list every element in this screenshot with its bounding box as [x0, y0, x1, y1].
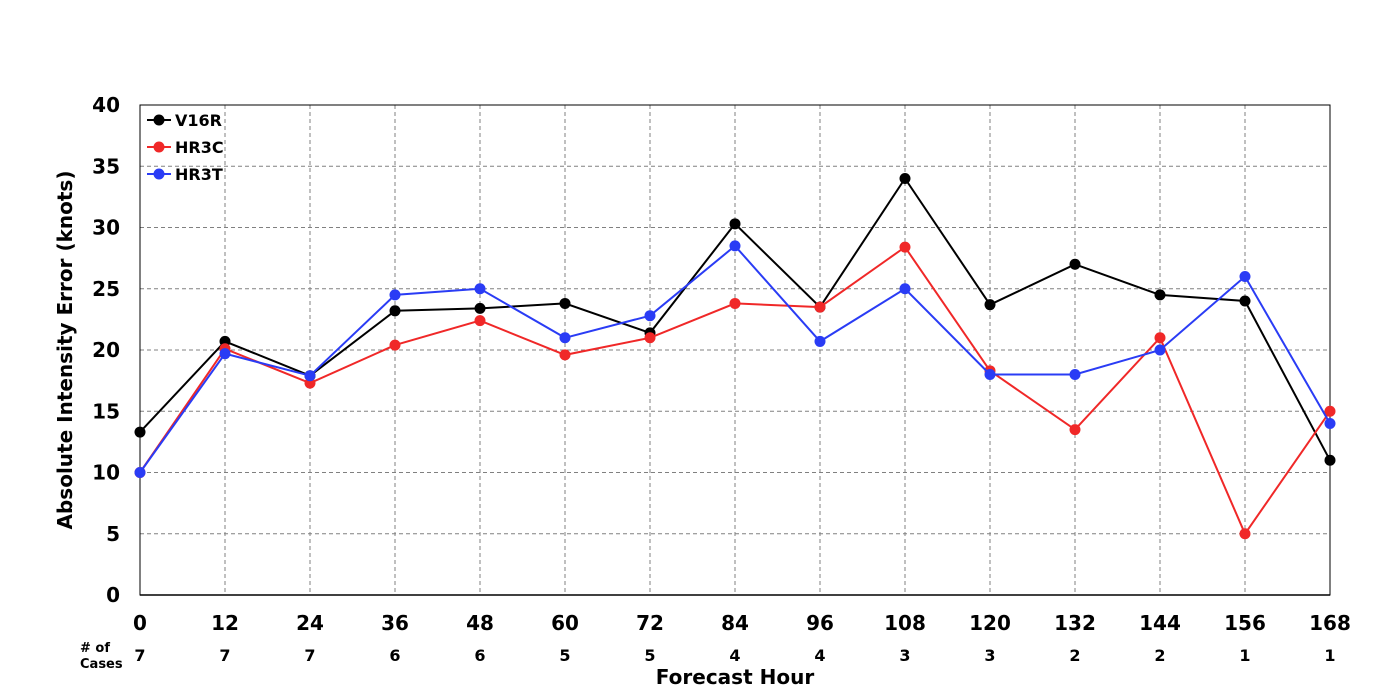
case-count: 2 [1069, 646, 1080, 665]
data-point-hr3t [474, 283, 486, 295]
data-point-hr3t [134, 467, 146, 478]
case-count: 3 [899, 646, 910, 665]
y-tick-label: 0 [106, 583, 120, 607]
x-tick-label: 12 [211, 611, 239, 635]
y-tick-label: 20 [92, 338, 120, 362]
legend: V16R HR3C HR3T [147, 111, 224, 184]
x-axis-title: Forecast Hour [656, 665, 815, 689]
cases-label-line2: Cases [80, 657, 123, 672]
data-point-hr3t [389, 289, 401, 301]
y-tick-label: 10 [92, 461, 120, 485]
data-point-hr3t [1154, 344, 1166, 356]
y-tick-label: 25 [92, 277, 120, 301]
case-count: 7 [304, 646, 315, 665]
x-tick-label: 96 [806, 611, 834, 635]
cases-label-line1: # of [80, 641, 110, 656]
legend-label-v16r: V16R [175, 111, 222, 130]
data-point-hr3t [219, 348, 231, 360]
data-point-v16r [984, 299, 996, 311]
x-tick-label: 108 [884, 611, 926, 635]
case-count: 3 [984, 646, 995, 665]
legend-label-hr3t: HR3T [175, 165, 223, 184]
data-point-v16r [1069, 258, 1081, 270]
data-point-hr3t [984, 369, 996, 380]
data-point-hr3t [559, 332, 571, 344]
x-tick-label: 84 [721, 611, 749, 635]
data-point-hr3t [814, 335, 826, 347]
x-tick-label: 156 [1224, 611, 1266, 635]
y-tick-label: 40 [92, 93, 120, 117]
data-series [134, 173, 1336, 540]
x-tick-label: 0 [133, 611, 147, 635]
data-point-v16r [899, 173, 911, 184]
data-point-v16r [474, 302, 486, 314]
case-counts: 7 7 7 6 6 5 5 4 4 3 3 2 2 1 1 [134, 646, 1335, 665]
data-point-hr3c [1239, 528, 1251, 540]
x-tick-label: 48 [466, 611, 494, 635]
data-point-hr3t [304, 370, 316, 382]
x-tick-label: 60 [551, 611, 579, 635]
case-count: 1 [1324, 646, 1335, 665]
case-count: 5 [644, 646, 655, 665]
y-axis-title: Absolute Intensity Error (knots) [53, 171, 77, 530]
data-point-hr3c [559, 349, 571, 361]
case-count: 5 [559, 646, 570, 665]
grid-lines [140, 105, 1330, 595]
x-tick-label: 24 [296, 611, 324, 635]
x-tick-label: 72 [636, 611, 664, 635]
data-point-hr3c [389, 339, 401, 351]
legend-marker-v16r [153, 114, 165, 126]
data-point-hr3c [644, 332, 656, 344]
y-tick-label: 35 [92, 154, 120, 178]
case-count: 1 [1239, 646, 1250, 665]
data-point-v16r [134, 426, 146, 438]
legend-label-hr3c: HR3C [175, 138, 224, 157]
data-point-hr3c [1154, 332, 1166, 344]
data-point-hr3t [1324, 418, 1336, 429]
case-count: 6 [389, 646, 400, 665]
data-point-hr3t [899, 283, 911, 295]
legend-marker-hr3t [153, 168, 165, 180]
data-point-hr3c [814, 301, 826, 313]
case-count: 7 [219, 646, 230, 665]
data-point-hr3c [729, 297, 741, 309]
data-point-v16r [559, 297, 571, 309]
y-tick-label: 30 [92, 216, 120, 240]
data-point-v16r [729, 218, 741, 230]
case-count: 4 [814, 646, 825, 665]
data-point-hr3t [644, 310, 656, 322]
data-point-hr3c [1324, 405, 1336, 417]
data-point-v16r [389, 305, 401, 317]
case-count: 6 [474, 646, 485, 665]
x-tick-label: 132 [1054, 611, 1096, 635]
case-count: 7 [134, 646, 145, 665]
y-tick-labels: 0 5 10 15 20 25 30 35 40 [92, 93, 120, 607]
data-point-hr3t [1239, 271, 1251, 282]
data-point-hr3c [899, 241, 911, 253]
x-tick-label: 36 [381, 611, 409, 635]
y-tick-label: 15 [92, 399, 120, 423]
data-point-v16r [1154, 289, 1166, 301]
case-count: 4 [729, 646, 740, 665]
data-point-v16r [1239, 295, 1251, 307]
case-count: 2 [1154, 646, 1165, 665]
legend-marker-hr3c [153, 141, 165, 153]
data-point-hr3t [729, 240, 741, 252]
x-tick-label: 144 [1139, 611, 1181, 635]
data-point-hr3c [474, 315, 486, 327]
data-point-hr3c [1069, 424, 1081, 436]
data-point-hr3t [1069, 369, 1081, 380]
y-tick-label: 5 [106, 522, 120, 546]
x-tick-labels: 0 12 24 36 48 60 72 84 96 108 120 132 144 156 168 [133, 611, 1351, 635]
data-point-v16r [1324, 454, 1336, 466]
x-tick-label: 168 [1309, 611, 1351, 635]
x-tick-label: 120 [969, 611, 1011, 635]
